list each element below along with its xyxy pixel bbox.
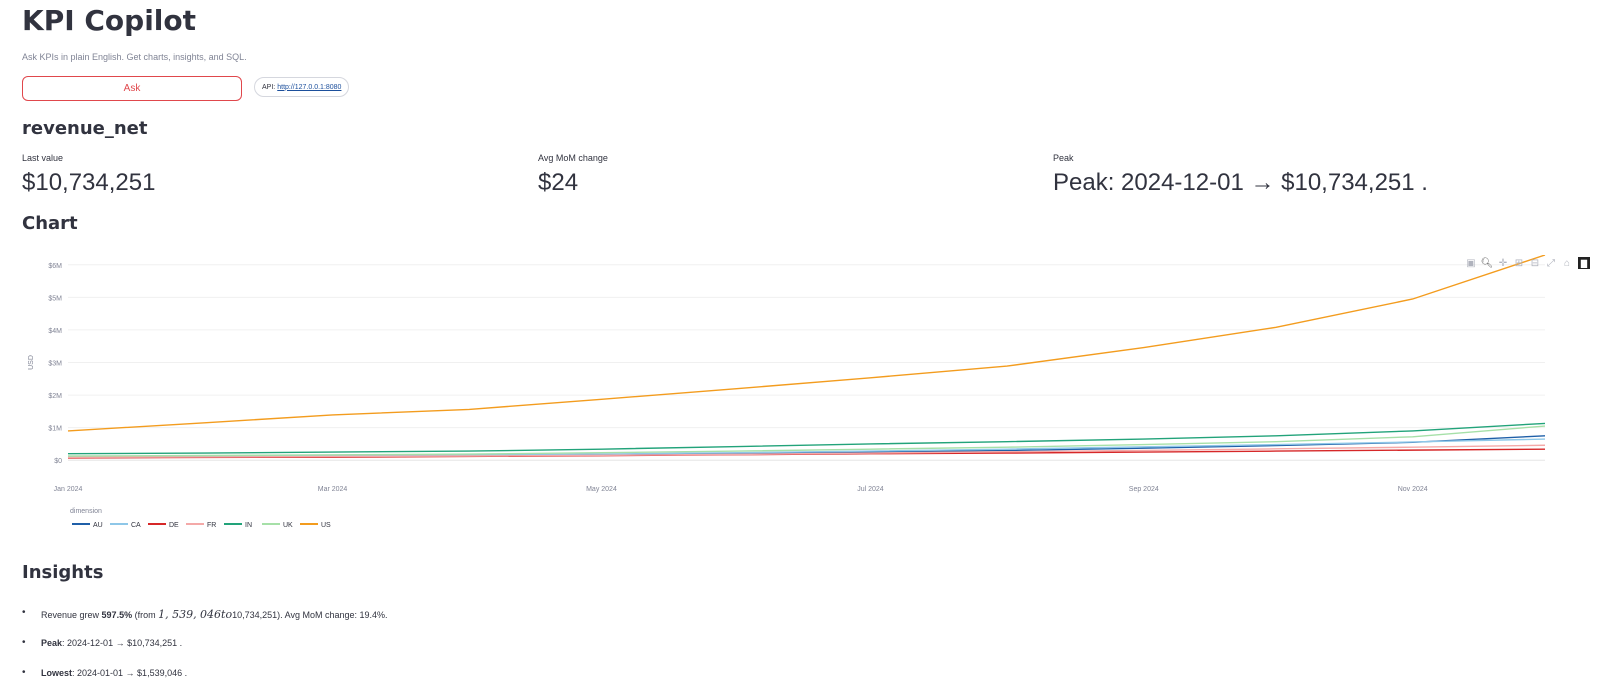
legend-title: dimension — [70, 508, 102, 515]
insight-bold: Peak — [41, 638, 63, 648]
series-line-fr — [67, 444, 1546, 458]
y-tick-label: $2M — [48, 393, 62, 400]
legend-item-au: AU — [93, 522, 103, 529]
x-tick-label: Mar 2024 — [318, 486, 348, 493]
legend-item-uk: UK — [283, 522, 293, 529]
metric-name-heading: revenue_net — [22, 118, 148, 139]
legend-item-de: DE — [169, 522, 179, 529]
y-tick-label: $1M — [48, 426, 62, 433]
insight-bold: Lowest — [41, 668, 73, 678]
plotly-logo-icon[interactable]: ▇ — [1578, 257, 1590, 269]
insight-peak: Peak: 2024-12-01 → $10,734,251 . — [22, 637, 388, 668]
metric-value: $24 — [538, 169, 579, 196]
zoom-icon[interactable]: 🔍︎ — [1480, 257, 1494, 269]
page-subtitle: Ask KPIs in plain English. Get charts, i… — [22, 52, 247, 62]
api-label: API: — [262, 83, 276, 91]
zoom-out-icon[interactable]: ⊟ — [1530, 257, 1540, 269]
metric-card-last-value: Last value $10,734,251 — [22, 153, 155, 197]
api-chip: API: http://127.0.0.1:8080 — [254, 77, 350, 97]
y-axis-label: USD — [28, 355, 35, 370]
legend-item-fr: FR — [207, 522, 216, 529]
x-tick-label: Jan 2024 — [54, 486, 83, 493]
zoom-in-icon[interactable]: ⊞ — [1514, 257, 1524, 269]
legend-item-ca: CA — [131, 522, 141, 529]
metric-label: Peak — [1053, 153, 1074, 163]
page-title: KPI Copilot — [22, 4, 197, 37]
series-line-us — [67, 255, 1546, 432]
metric-label: Avg MoM change — [538, 153, 608, 163]
metric-value: Peak: 2024-12-01 → $10,734,251 . — [1053, 169, 1428, 196]
metric-card-peak: Peak Peak: 2024-12-01 → $10,734,251 . — [1053, 153, 1428, 197]
x-tick-label: Sep 2024 — [1129, 486, 1159, 493]
insights-heading: Insights — [22, 562, 104, 583]
insight-text: : 2024-12-01 → $10,734,251 . — [62, 638, 183, 648]
insight-bold: 597.5% — [101, 610, 133, 620]
y-tick-label: $5M — [48, 295, 62, 302]
line-chart[interactable]: $0 $1M $2M $3M $4M $5M $6M Jan 2024 Mar 2024 May … — [20, 255, 1580, 535]
metric-label: Last value — [22, 153, 64, 163]
api-url-link[interactable]: http://127.0.0.1:8080 — [277, 83, 342, 91]
y-tick-label: $0 — [54, 458, 62, 465]
ask-button[interactable]: Ask — [22, 76, 242, 101]
x-tick-label: May 2024 — [586, 486, 617, 493]
y-tick-label: $3M — [48, 361, 62, 368]
x-tick-label: Nov 2024 — [1398, 486, 1428, 493]
insight-text: (from — [132, 610, 159, 620]
y-tick-label: $6M — [48, 263, 62, 270]
metric-value: $10,734,251 — [22, 169, 156, 196]
insight-text: : 2024-01-01 → $1,539,046 . — [72, 668, 188, 678]
legend-item-in: IN — [245, 522, 252, 529]
legend-item-us: US — [321, 522, 331, 529]
insight-text: Revenue grew — [41, 610, 102, 620]
chart-heading: Chart — [22, 213, 78, 234]
insight-math: 1, 539, 046to — [158, 608, 233, 621]
pan-icon[interactable]: ✛ — [1498, 257, 1508, 269]
x-tick-label: Jul 2024 — [857, 486, 884, 493]
camera-icon[interactable]: ▣ — [1466, 257, 1476, 269]
insights-list: Revenue grew 597.5% (from 1, 539, 046to1… — [22, 607, 388, 698]
series-line-in — [67, 422, 1546, 455]
y-tick-label: $4M — [48, 328, 62, 335]
insight-growth: Revenue grew 597.5% (from 1, 539, 046to1… — [22, 607, 388, 638]
metric-card-avg-mom: Avg MoM change $24 — [538, 153, 608, 197]
autoscale-icon[interactable]: ⤢ — [1547, 257, 1555, 269]
series-line-ca — [67, 438, 1546, 458]
series-line-uk — [67, 425, 1546, 457]
chart-modebar: ▣ 🔍︎ ✛ ⊞ ⊟ ⤢ ⌂ ▇ — [1463, 256, 1590, 270]
reset-axes-icon[interactable]: ⌂ — [1563, 257, 1571, 269]
insight-lowest: Lowest: 2024-01-01 → $1,539,046 . — [22, 667, 388, 698]
insight-text: 10,734,251). Avg MoM change: 19.4%. — [232, 610, 388, 620]
